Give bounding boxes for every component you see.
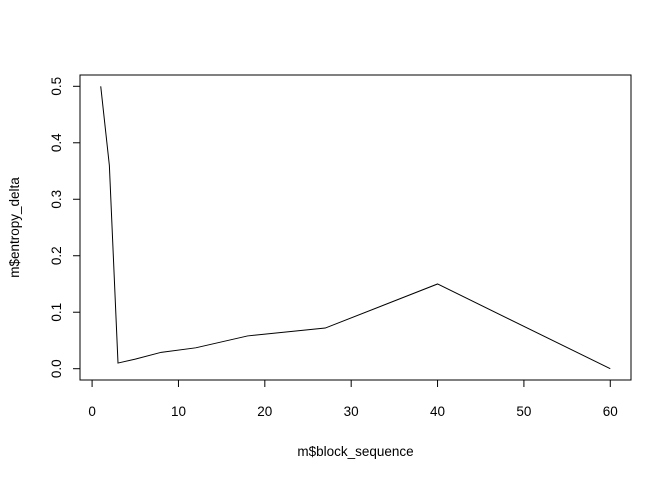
y-tick-label: 0.4 — [49, 133, 64, 152]
x-axis: 0 10 20 30 40 50 60 — [88, 379, 618, 419]
y-tick-label: 0.1 — [49, 303, 64, 322]
x-tick-label: 0 — [88, 404, 96, 419]
x-tick-label: 60 — [603, 404, 618, 419]
y-tick-label: 0.2 — [49, 246, 64, 265]
series-line — [100, 86, 611, 370]
y-tick-label: 0.5 — [49, 77, 64, 96]
y-axis: 0.0 0.1 0.2 0.3 0.4 0.5 — [49, 77, 81, 378]
series-layer — [100, 86, 611, 370]
x-tick-label: 40 — [430, 404, 445, 419]
x-tick-label: 50 — [516, 404, 531, 419]
x-tick-label: 10 — [171, 404, 186, 419]
y-tick-label: 0.3 — [49, 190, 64, 209]
y-tick-label: 0.0 — [49, 359, 64, 378]
y-axis-label: m$entropy_delta — [7, 177, 22, 278]
x-tick-label: 30 — [344, 404, 359, 419]
x-tick-label: 20 — [257, 404, 272, 419]
x-axis-label: m$block_sequence — [297, 444, 413, 459]
plot-frame — [79, 74, 632, 381]
